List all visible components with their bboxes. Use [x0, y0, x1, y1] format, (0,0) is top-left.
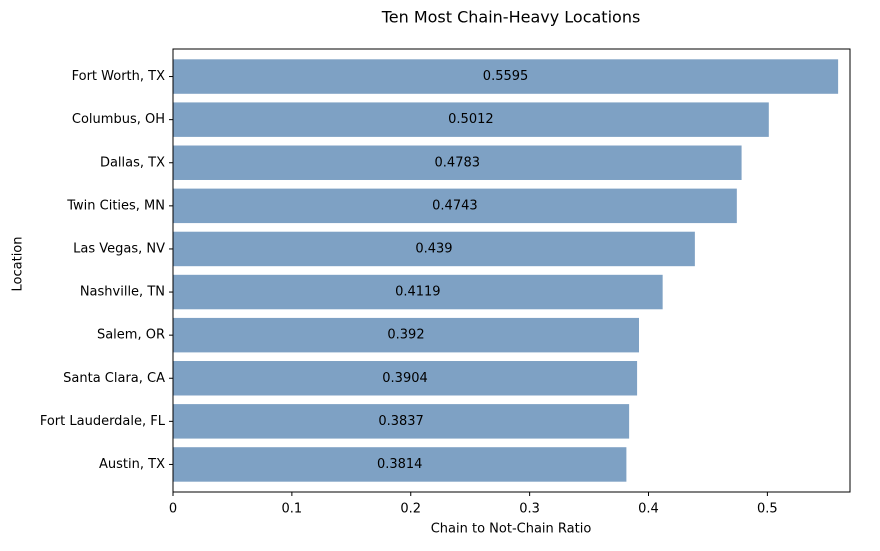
y-tick-label: Las Vegas, NV	[73, 241, 165, 256]
y-tick-label: Columbus, OH	[72, 112, 165, 127]
plot-frame	[172, 48, 851, 493]
bar	[173, 274, 663, 310]
x-tick-label: 0.4	[638, 502, 659, 517]
x-tick-label: 0.2	[400, 502, 421, 517]
y-tick-label: Salem, OR	[97, 328, 165, 343]
bar	[173, 231, 695, 267]
bar	[173, 188, 737, 224]
y-tick-label: Dallas, TX	[100, 155, 165, 170]
value-label: 0.5595	[483, 69, 529, 84]
value-label: 0.3814	[377, 457, 423, 472]
value-label: 0.392	[387, 328, 424, 343]
x-tick-label: 0.5	[757, 502, 778, 517]
bar	[173, 145, 742, 180]
value-label: 0.5012	[448, 112, 494, 127]
bar	[173, 317, 639, 353]
value-label: 0.4119	[395, 285, 441, 300]
y-tick-label: Nashville, TN	[80, 285, 165, 300]
bar	[173, 361, 638, 396]
x-tick-label: 0	[169, 502, 177, 517]
bar	[173, 447, 627, 482]
bar	[173, 404, 630, 439]
value-label: 0.4743	[432, 198, 478, 213]
y-axis-label: Location	[11, 237, 26, 292]
x-tick-label: 0.1	[282, 502, 303, 517]
x-tick-label: 0.3	[519, 502, 540, 517]
y-tick-label: Fort Lauderdale, FL	[40, 414, 166, 429]
y-tick-label: Twin Cities, MN	[66, 198, 165, 213]
x-axis-label: Chain to Not-Chain Ratio	[431, 522, 592, 537]
value-label: 0.3904	[382, 371, 428, 386]
value-label: 0.4783	[435, 155, 481, 170]
y-tick-label: Fort Worth, TX	[72, 69, 165, 84]
value-label: 0.439	[415, 241, 452, 256]
y-tick-label: Austin, TX	[99, 457, 165, 472]
chart-title: Ten Most Chain-Heavy Locations	[381, 8, 641, 27]
bar	[173, 59, 839, 94]
value-label: 0.3837	[378, 414, 424, 429]
y-tick-label: Santa Clara, CA	[63, 371, 165, 386]
bar	[173, 102, 769, 137]
